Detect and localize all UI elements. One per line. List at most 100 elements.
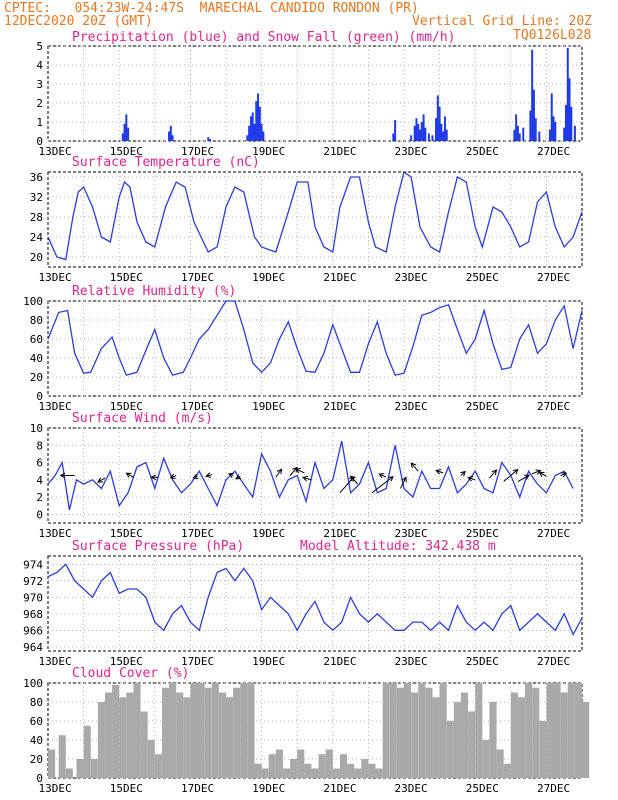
rh-ytick-label: 0 — [36, 390, 43, 403]
temp-ytick-label: 28 — [30, 211, 43, 224]
wind-arrowhead — [276, 468, 283, 475]
cloud-ytick-label: 80 — [30, 696, 43, 709]
precip-bar — [413, 125, 416, 141]
wind-vector — [489, 469, 497, 479]
precip-bar — [208, 139, 211, 141]
rh-ytick-label: 100 — [23, 295, 43, 308]
pressure-xtick-label: 13DEC — [39, 655, 72, 668]
cloud-bar — [290, 759, 298, 778]
cloud-bar — [254, 763, 262, 778]
precip-bar — [518, 133, 521, 141]
wind-arrowhead — [192, 473, 199, 480]
cloud-ytick-label: 20 — [30, 753, 43, 766]
wind-vector — [350, 475, 359, 485]
wind-arrowhead — [169, 473, 176, 479]
pressure-frame — [47, 555, 583, 652]
cloud-bar — [411, 692, 419, 778]
precip-ytick-label: 2 — [36, 97, 43, 110]
precip-bar — [442, 131, 445, 141]
cloud-bar — [517, 697, 526, 778]
precip-xtick-label: 23DEC — [395, 145, 428, 158]
rh-xtick-label: 13DEC — [39, 400, 72, 413]
wind-xtick-label: 17DEC — [181, 527, 214, 540]
temp-xtick-label: 15DEC — [110, 271, 143, 284]
precip-bar — [260, 123, 263, 141]
cloud-bar — [539, 721, 547, 778]
rh-ytick-label: 40 — [30, 352, 43, 365]
wind-vector — [517, 474, 530, 482]
precip-bar — [248, 125, 251, 141]
cloud-bar — [382, 683, 390, 778]
pressure-xtick-label: 23DEC — [395, 655, 428, 668]
cloud-bar — [218, 692, 226, 778]
rh-ytick-label: 60 — [30, 333, 43, 346]
cloud-xtick-label: 25DEC — [466, 782, 499, 795]
precip-bar — [257, 93, 260, 141]
precip-bar — [394, 120, 397, 141]
cloud-bar — [297, 749, 305, 778]
cloud-bar — [104, 692, 113, 778]
precip-bar — [550, 93, 553, 141]
wind-arrowhead — [524, 474, 531, 480]
wind-vector — [503, 469, 519, 482]
temp-frame — [47, 171, 583, 268]
rh-ytick-label: 80 — [30, 314, 43, 327]
precip-bar — [169, 125, 172, 141]
precip-bar — [435, 118, 438, 141]
cloud-bar — [90, 759, 98, 778]
cloud-bar — [439, 683, 447, 778]
precip-bar — [532, 89, 535, 141]
cloud-bar — [226, 697, 234, 778]
cloud-bar — [311, 768, 319, 778]
cloud-bar — [126, 692, 134, 778]
precip-bar — [417, 123, 420, 141]
precip-bar — [531, 49, 534, 141]
cloud-bar — [282, 768, 291, 778]
wind-xtick-label: 25DEC — [466, 527, 499, 540]
pressure-xtick-label: 17DEC — [181, 655, 214, 668]
cloud-bar — [553, 683, 561, 778]
cloud-bar — [347, 763, 355, 778]
precip-bar — [253, 123, 256, 141]
cloud-bar — [197, 683, 205, 778]
pressure-xtick-label: 25DEC — [466, 655, 499, 668]
precip-bar — [168, 131, 171, 141]
cloud-bar — [354, 768, 362, 778]
precip-bar — [255, 101, 258, 141]
wind-arrowhead — [125, 472, 132, 478]
wind-vector — [531, 470, 541, 475]
wind-arrowhead — [435, 469, 442, 475]
temp-ytick-label: 24 — [30, 231, 44, 244]
precip-bar — [534, 118, 537, 141]
precip-bar — [563, 127, 566, 141]
precip-xtick-label: 27DEC — [537, 145, 570, 158]
temp-xtick-label: 17DEC — [181, 271, 214, 284]
precip-ytick-label: 0 — [36, 135, 43, 148]
cloud-bar — [525, 683, 533, 778]
header-line1: CPTEC: 054:23W-24:47S MARECHAL CANDIDO R… — [4, 1, 419, 16]
cloud-xtick-label: 23DEC — [395, 782, 428, 795]
cloud-bar — [261, 768, 269, 778]
wind-xtick-label: 27DEC — [537, 527, 570, 540]
cloud-bar — [183, 697, 191, 778]
temp-xtick-label: 27DEC — [537, 271, 570, 284]
precip-frame — [47, 45, 583, 142]
precip-bar — [262, 131, 265, 141]
wind-arrowhead — [460, 470, 466, 477]
cloud-bar — [560, 692, 568, 778]
wind-arrowhead — [227, 472, 234, 479]
precip-xtick-label: 21DEC — [323, 145, 356, 158]
cloud-ytick-label: 40 — [30, 734, 43, 747]
pressure-ytick-label: 964 — [23, 641, 43, 654]
wind-arrowhead — [410, 462, 417, 469]
precip-bar — [125, 114, 128, 141]
cloud-bar — [496, 749, 504, 778]
pressure-altitude: Model Altitude: 342.438 m — [300, 539, 496, 554]
wind-vector — [435, 470, 444, 474]
cloud-bar — [119, 697, 127, 778]
cloud-bar — [332, 768, 340, 778]
temp-xtick-label: 13DEC — [39, 271, 72, 284]
wind-vector — [410, 462, 419, 472]
precip-bar — [121, 133, 124, 141]
pressure-ytick-label: 966 — [23, 624, 43, 637]
